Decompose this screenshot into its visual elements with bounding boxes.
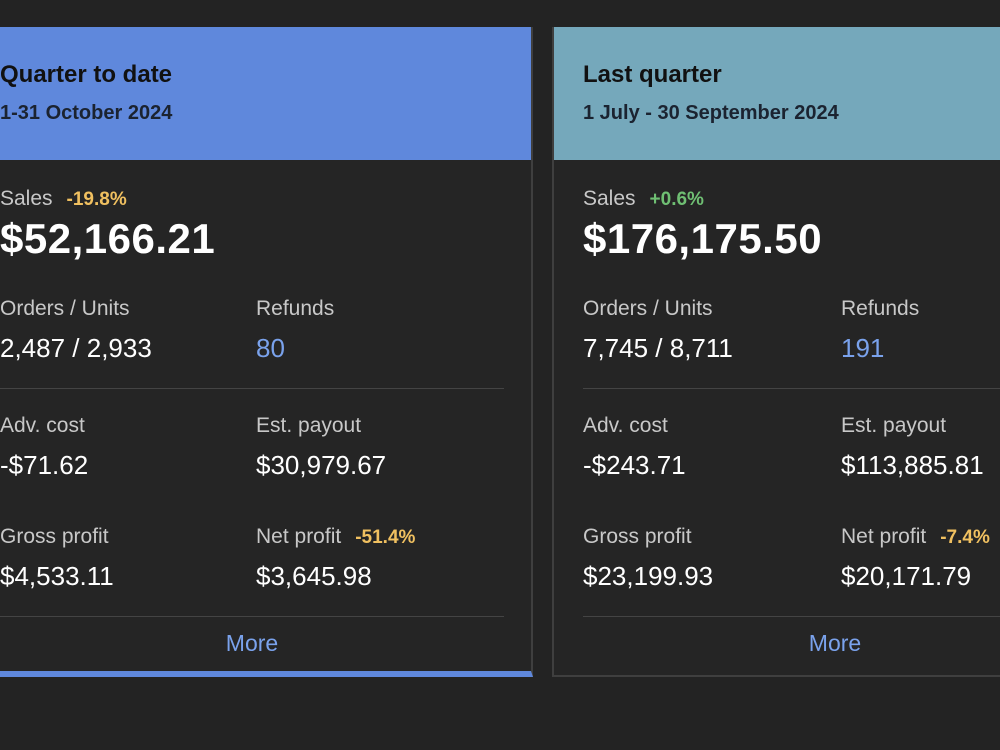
refunds-metric: Refunds 80 — [256, 297, 334, 364]
orders-units-metric: Orders / Units 7,745 / 8,711 — [583, 297, 733, 364]
adv-cost-label: Adv. cost — [583, 414, 668, 437]
divider — [0, 616, 504, 617]
more-link[interactable]: More — [808, 630, 862, 656]
net-profit-delta-badge: -51.4% — [355, 527, 416, 548]
gross-profit-metric: Gross profit $23,199.93 — [583, 525, 713, 592]
net-profit-metric: Net profit -51.4% $3,645.98 — [256, 525, 415, 592]
sales-label: Sales — [583, 187, 636, 210]
gross-profit-label: Gross profit — [583, 525, 692, 548]
quarter-to-date-card: Quarter to date 1-31 October 2024 Sales … — [0, 27, 533, 677]
divider — [0, 388, 504, 389]
divider — [583, 388, 1000, 389]
gross-profit-label: Gross profit — [0, 525, 109, 548]
net-profit-label: Net profit — [256, 525, 342, 548]
adv-cost-value: -$243.71 — [583, 450, 686, 480]
card-body: Sales -19.8% $52,166.21 Orders / Units 2… — [0, 160, 531, 670]
card-date-range: 1-31 October 2024 — [0, 102, 173, 124]
est-payout-metric: Est. payout $113,885.81 — [841, 414, 984, 481]
refunds-label: Refunds — [841, 297, 920, 320]
net-profit-value: $3,645.98 — [256, 561, 372, 591]
gross-profit-value: $4,533.11 — [0, 561, 114, 591]
gross-profit-value: $23,199.93 — [583, 561, 714, 591]
adv-cost-metric: Adv. cost -$71.62 — [0, 414, 88, 481]
adv-cost-value: -$71.62 — [0, 450, 89, 480]
last-quarter-card: Last quarter 1 July - 30 September 2024 … — [552, 27, 1000, 677]
est-payout-value: $30,979.67 — [256, 450, 387, 480]
more-link[interactable]: More — [225, 630, 279, 656]
refunds-label: Refunds — [256, 297, 335, 320]
adv-cost-metric: Adv. cost -$243.71 — [583, 414, 686, 481]
sales-delta-badge: -19.8% — [66, 189, 127, 210]
net-profit-label: Net profit — [841, 525, 927, 548]
sales-label-row: Sales -19.8% — [0, 187, 127, 211]
sales-value: $52,166.21 — [0, 215, 216, 262]
orders-units-metric: Orders / Units 2,487 / 2,933 — [0, 297, 152, 364]
gross-profit-metric: Gross profit $4,533.11 — [0, 525, 114, 592]
net-profit-label-row: Net profit -51.4% — [256, 525, 415, 549]
adv-cost-label: Adv. cost — [0, 414, 85, 437]
net-profit-metric: Net profit -7.4% $20,171.79 — [841, 525, 990, 592]
sales-delta-badge: +0.6% — [649, 189, 704, 210]
est-payout-metric: Est. payout $30,979.67 — [256, 414, 386, 481]
card-title: Quarter to date — [0, 61, 173, 88]
orders-units-value: 2,487 / 2,933 — [0, 333, 152, 363]
card-body: Sales +0.6% $176,175.50 Orders / Units 7… — [554, 160, 1000, 670]
sales-label-row: Sales +0.6% — [583, 187, 704, 211]
card-header: Quarter to date 1-31 October 2024 — [0, 27, 531, 160]
est-payout-label: Est. payout — [256, 414, 362, 437]
card-header: Last quarter 1 July - 30 September 2024 — [554, 27, 1000, 160]
net-profit-value: $20,171.79 — [841, 561, 972, 591]
refunds-link[interactable]: 80 — [256, 333, 285, 363]
refunds-metric: Refunds 191 — [841, 297, 919, 364]
refunds-link[interactable]: 191 — [841, 333, 885, 363]
est-payout-value: $113,885.81 — [841, 450, 984, 480]
est-payout-label: Est. payout — [841, 414, 947, 437]
net-profit-delta-badge: -7.4% — [940, 527, 990, 548]
card-date-range: 1 July - 30 September 2024 — [583, 102, 839, 124]
sales-label: Sales — [0, 187, 53, 210]
net-profit-label-row: Net profit -7.4% — [841, 525, 990, 549]
orders-units-value: 7,745 / 8,711 — [583, 333, 733, 363]
orders-units-label: Orders / Units — [0, 297, 130, 320]
divider — [583, 616, 1000, 617]
sales-value: $176,175.50 — [583, 215, 823, 262]
orders-units-label: Orders / Units — [583, 297, 713, 320]
card-title: Last quarter — [583, 61, 722, 88]
